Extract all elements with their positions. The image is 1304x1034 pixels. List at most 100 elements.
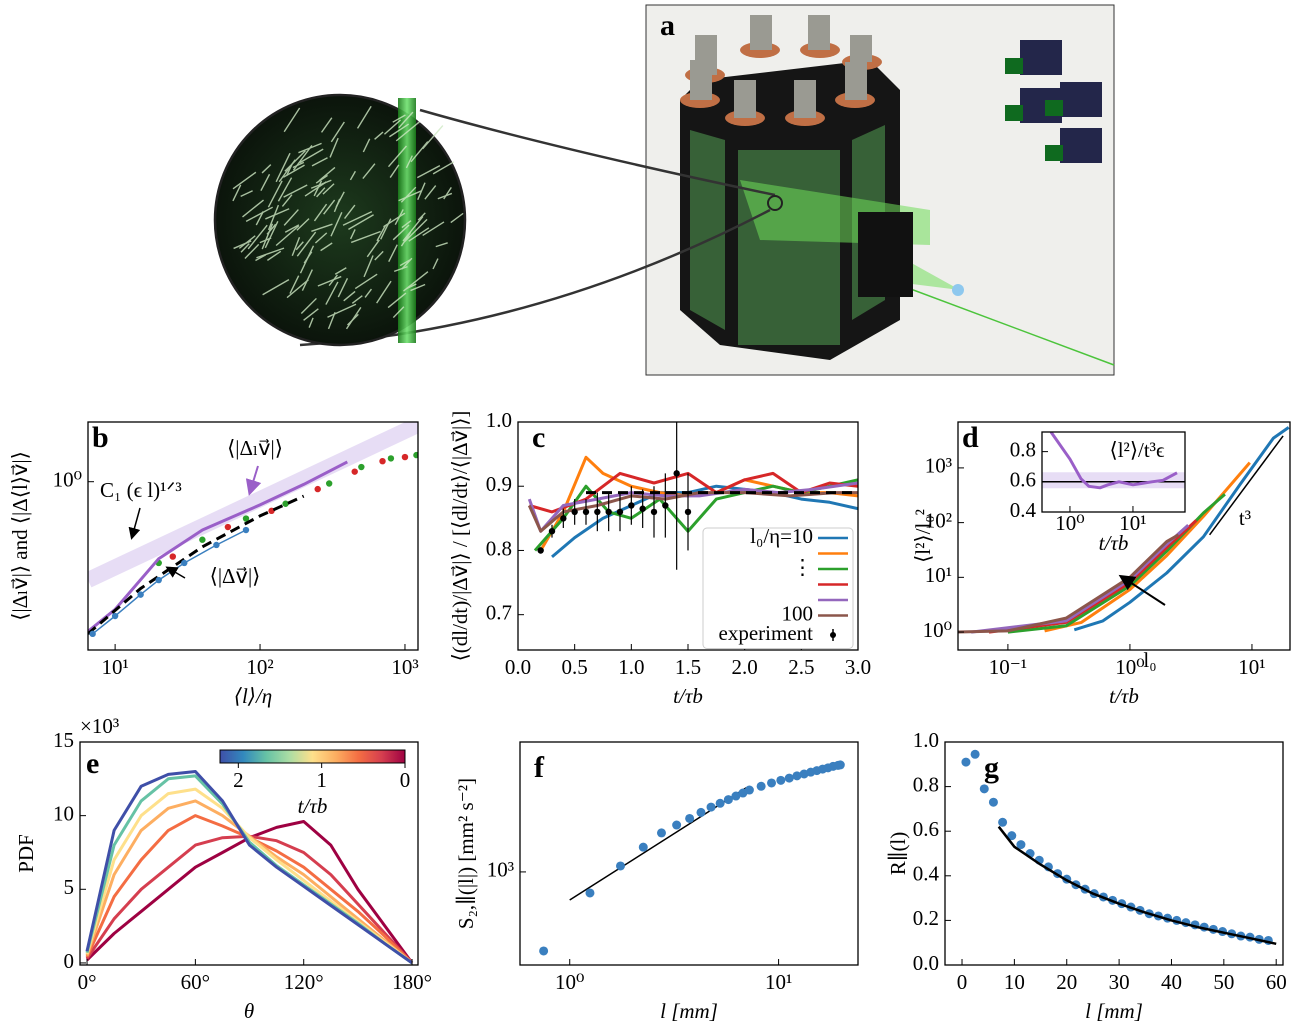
- fiber: [432, 161, 455, 175]
- point: [784, 773, 794, 783]
- colorbar-tick-label: 2: [233, 768, 244, 792]
- fiber: [376, 280, 392, 304]
- fiber: [266, 223, 277, 235]
- y-tick-label: 10²: [925, 508, 952, 532]
- inset-title: ⟨l²⟩/t³ϵ: [1110, 438, 1165, 462]
- x-axis-label: l [mm]: [660, 999, 718, 1023]
- point: [537, 547, 544, 554]
- chart: 10¹ 10² 10³ 10⁰ ⟨l⟩/η ⟨|Δₗv⃗|⟩ and ⟨|Δ⟨l⟩v⃗|⟩…: [8, 421, 419, 708]
- fiber: [292, 161, 305, 169]
- fiber: [363, 255, 374, 278]
- legend-swatch: [830, 632, 836, 638]
- fiber: [264, 221, 279, 249]
- fiber: [395, 121, 420, 142]
- series-line: [85, 770, 413, 965]
- axes-frame: [1041, 431, 1186, 513]
- x-tick-label: 2.0: [732, 655, 758, 679]
- fiber: [422, 125, 444, 150]
- point: [638, 842, 648, 852]
- y-axis-label: ⟨|Δₗv⃗|⟩ and ⟨|Δ⟨l⟩v⃗|⟩: [8, 451, 32, 621]
- fiber: [392, 306, 405, 319]
- fiber: [345, 306, 362, 330]
- axes-frame: [87, 421, 419, 651]
- fiber: [296, 231, 317, 257]
- x-tick-label: 10¹: [1119, 511, 1146, 535]
- fiber: [313, 180, 323, 197]
- annotation-arrow: [128, 507, 141, 540]
- x-tick-label: 0: [957, 970, 968, 994]
- laser: [899, 284, 1115, 366]
- fiber: [408, 227, 430, 242]
- point: [413, 451, 418, 459]
- annotation: ⟨|Δv⃗|⟩: [210, 564, 261, 588]
- fiber: [320, 242, 333, 252]
- fiber: [376, 225, 386, 242]
- panel-label: a: [660, 9, 675, 42]
- fiber: [314, 232, 328, 244]
- fiber: [422, 221, 445, 237]
- fiber: [349, 229, 356, 240]
- cameras: [1020, 40, 1102, 163]
- fiber: [283, 184, 308, 198]
- fiber: [299, 148, 324, 164]
- y-tick-label: 1.0: [486, 408, 512, 432]
- fiber: [392, 114, 406, 123]
- fiber: [388, 244, 398, 263]
- x-axis-label: θ: [244, 999, 254, 1023]
- fiber: [277, 177, 293, 202]
- fiber: [398, 190, 422, 202]
- fiber: [261, 164, 272, 174]
- fiber: [374, 131, 384, 140]
- annotation: l₀: [1143, 648, 1156, 672]
- fiber: [403, 218, 428, 243]
- x-tick-label: 10: [1004, 970, 1025, 994]
- x-tick-label: 1.0: [618, 655, 644, 679]
- fiber: [416, 165, 441, 179]
- colorbar-label: t/τb: [298, 794, 328, 818]
- x-tick-label: 50: [1213, 970, 1234, 994]
- y-axis-label: ⟨l²⟩/l₀²: [911, 509, 935, 563]
- fiber: [417, 212, 426, 221]
- panel-label: f: [534, 751, 545, 784]
- fiber: [232, 171, 257, 190]
- point: [731, 791, 741, 801]
- fiber: [265, 208, 290, 220]
- x-axis-label: t/τb: [1099, 531, 1129, 555]
- x-axis-label: t/τb: [673, 684, 703, 708]
- fiber: [283, 107, 301, 133]
- fiber: [313, 203, 328, 222]
- x-tick-label: 40: [1161, 970, 1182, 994]
- point: [213, 541, 220, 549]
- axes-frame: [944, 741, 1284, 966]
- fiber: [329, 137, 339, 158]
- point: [242, 526, 250, 534]
- point: [169, 553, 176, 560]
- fiber: [291, 236, 301, 257]
- point: [988, 797, 998, 807]
- fiber: [330, 211, 343, 237]
- fiber: [374, 250, 384, 261]
- shafts: [690, 15, 872, 118]
- point: [628, 502, 635, 509]
- point: [662, 502, 669, 509]
- fiber: [366, 239, 380, 258]
- panel-label: e: [86, 747, 99, 780]
- y-tick-label: 0.8: [1010, 437, 1036, 461]
- y-tick-label: 0.6: [913, 817, 939, 841]
- point: [539, 946, 549, 956]
- plot: [539, 760, 845, 956]
- fiber: [349, 170, 357, 181]
- point: [744, 785, 754, 795]
- point: [314, 485, 321, 493]
- fiber: [402, 216, 424, 242]
- zoom-spot: [767, 195, 783, 211]
- fiber: [275, 225, 300, 247]
- chart: 0 10 20 30 40 50 60 0.0 0.2 0.4 0.6 0.8 1.0 l [mm] R∥(…: [886, 728, 1287, 1023]
- fiber: [316, 187, 326, 198]
- fiber: [337, 278, 349, 298]
- zoom: [213, 93, 783, 347]
- series-line: [551, 484, 858, 559]
- fiber: [285, 163, 293, 176]
- point: [282, 500, 289, 507]
- fiber: [245, 206, 274, 223]
